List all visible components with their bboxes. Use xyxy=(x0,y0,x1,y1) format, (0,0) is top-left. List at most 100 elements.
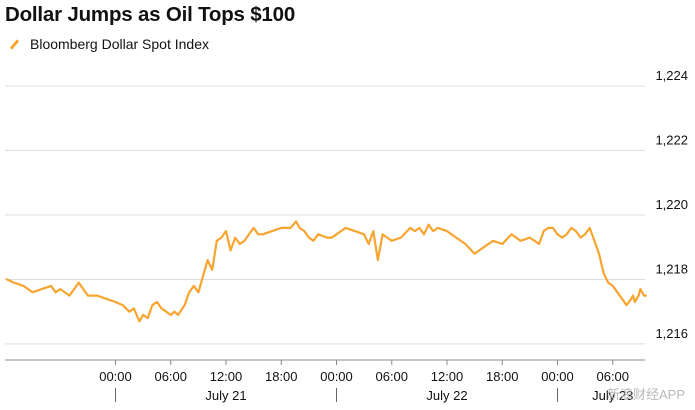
data-point xyxy=(215,239,218,242)
data-point xyxy=(105,297,108,300)
data-point xyxy=(271,230,273,233)
x-tick-label: 18:00 xyxy=(265,369,298,384)
data-point xyxy=(22,285,25,287)
data-point xyxy=(151,304,154,307)
data-point xyxy=(602,272,605,274)
x-tick-label: 06:00 xyxy=(154,369,187,384)
data-point xyxy=(192,285,195,287)
data-point xyxy=(570,227,573,229)
data-point xyxy=(575,230,577,233)
data-point xyxy=(326,236,329,239)
data-point xyxy=(188,291,191,294)
data-point xyxy=(238,243,241,245)
y-axis: 1,216 1,218 1,220 1,222 1,224 xyxy=(655,68,688,341)
data-point xyxy=(96,294,98,297)
data-point xyxy=(427,223,430,226)
data-point xyxy=(616,291,619,294)
data-point xyxy=(390,239,393,242)
chart-title: Dollar Jumps as Oil Tops $100 xyxy=(5,3,296,26)
data-point xyxy=(289,227,292,229)
y-tick-label: 1,222 xyxy=(655,133,688,148)
data-point xyxy=(202,275,204,278)
data-point xyxy=(579,236,582,239)
data-point xyxy=(31,291,34,294)
data-point xyxy=(295,220,297,223)
data-point xyxy=(630,297,633,300)
legend-label: Bloomberg Dollar Spot Index xyxy=(30,36,209,52)
data-point xyxy=(5,278,8,281)
data-point xyxy=(492,239,494,242)
data-point xyxy=(510,233,513,236)
x-tick-label: 12:00 xyxy=(431,369,464,384)
x-tick-label: 00:00 xyxy=(541,369,574,384)
data-point xyxy=(165,310,168,313)
data-point xyxy=(146,317,149,319)
data-point xyxy=(372,230,375,233)
data-point xyxy=(598,252,600,255)
data-point xyxy=(344,227,347,229)
data-point xyxy=(280,227,283,229)
data-point xyxy=(413,230,416,233)
data-point xyxy=(418,227,421,229)
day-label: July 21 xyxy=(205,388,246,403)
data-point xyxy=(641,291,644,294)
x-tick-label: 06:00 xyxy=(375,369,408,384)
data-point xyxy=(13,281,16,284)
data-point xyxy=(142,314,145,316)
data-point xyxy=(225,230,227,233)
data-point xyxy=(561,236,563,239)
data-point xyxy=(464,243,467,245)
data-point xyxy=(436,227,439,229)
data-point xyxy=(547,227,550,229)
data-point xyxy=(538,243,540,245)
data-point xyxy=(114,301,117,303)
data-point xyxy=(243,239,246,242)
data-point xyxy=(473,252,476,255)
data-point xyxy=(183,304,186,307)
data-point xyxy=(621,297,623,300)
data-point xyxy=(317,233,319,236)
data-point xyxy=(386,236,389,239)
data-point xyxy=(331,236,333,239)
legend: Bloomberg Dollar Spot Index xyxy=(8,36,209,52)
data-point xyxy=(50,285,52,287)
data-point xyxy=(632,294,634,297)
data-point xyxy=(354,230,356,233)
x-tick-label: 06:00 xyxy=(596,369,629,384)
data-point xyxy=(308,236,310,239)
data-point xyxy=(432,230,435,233)
data-point xyxy=(257,233,260,236)
data-point xyxy=(220,236,223,239)
data-point xyxy=(54,291,57,294)
data-point xyxy=(248,233,250,236)
data-point xyxy=(298,227,301,229)
x-tick-label: 00:00 xyxy=(320,369,353,384)
day-label: July 22 xyxy=(426,388,467,403)
data-point xyxy=(637,294,640,297)
data-point xyxy=(446,230,448,233)
data-point xyxy=(335,233,338,236)
data-point xyxy=(206,259,209,261)
data-point xyxy=(501,243,504,245)
data-point xyxy=(173,310,176,313)
data-point xyxy=(607,281,610,284)
data-point xyxy=(312,239,315,242)
y-tick-label: 1,224 xyxy=(655,68,688,83)
data-point xyxy=(68,294,71,297)
data-point xyxy=(584,233,586,236)
data-point xyxy=(611,285,614,287)
data-point xyxy=(639,288,642,290)
data-point xyxy=(40,288,43,290)
y-tick-label: 1,220 xyxy=(655,197,688,212)
data-point xyxy=(400,236,402,239)
x-axis: 00:00 06:00 12:00 18:00 00:00 06:00 12:00 18:00… xyxy=(5,359,645,403)
data-point xyxy=(128,310,131,313)
data-point xyxy=(77,281,80,284)
data-point xyxy=(197,291,200,294)
watermark: 新浪财经APP xyxy=(606,387,685,402)
data-point xyxy=(409,227,412,229)
data-point xyxy=(211,268,214,271)
data-point xyxy=(552,227,554,229)
data-point xyxy=(252,227,255,229)
data-point xyxy=(634,301,636,303)
